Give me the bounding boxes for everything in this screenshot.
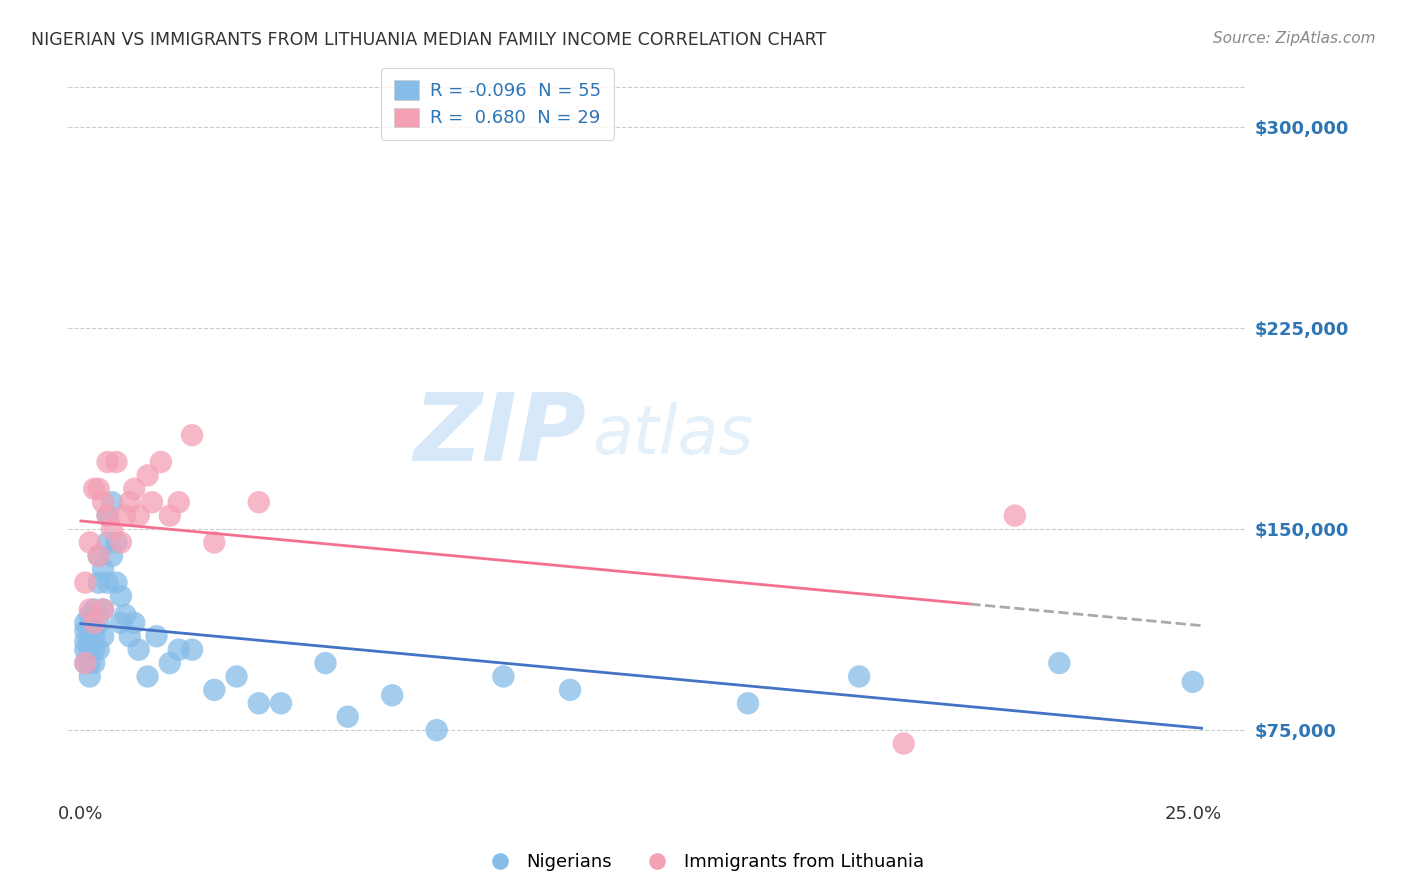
- Point: [91, 562, 114, 576]
- Point: [79, 624, 101, 638]
- Point: [141, 495, 163, 509]
- Point: [79, 607, 101, 622]
- Point: [181, 428, 204, 442]
- Point: [118, 629, 141, 643]
- Point: [105, 575, 128, 590]
- Point: [145, 629, 167, 643]
- Point: [91, 495, 114, 509]
- Point: [83, 602, 105, 616]
- Point: [97, 575, 120, 590]
- Point: [247, 696, 270, 710]
- Point: [75, 656, 97, 670]
- Legend: R = -0.096  N = 55, R =  0.680  N = 29: R = -0.096 N = 55, R = 0.680 N = 29: [381, 68, 614, 140]
- Point: [202, 535, 225, 549]
- Point: [79, 535, 101, 549]
- Point: [114, 607, 136, 622]
- Point: [128, 642, 150, 657]
- Point: [83, 656, 105, 670]
- Point: [79, 642, 101, 657]
- Point: [167, 642, 190, 657]
- Point: [79, 669, 101, 683]
- Point: [202, 682, 225, 697]
- Point: [893, 737, 915, 751]
- Point: [87, 615, 110, 630]
- Text: Source: ZipAtlas.com: Source: ZipAtlas.com: [1212, 31, 1375, 46]
- Point: [101, 522, 124, 536]
- Point: [737, 696, 759, 710]
- Text: NIGERIAN VS IMMIGRANTS FROM LITHUANIA MEDIAN FAMILY INCOME CORRELATION CHART: NIGERIAN VS IMMIGRANTS FROM LITHUANIA ME…: [31, 31, 827, 49]
- Point: [75, 615, 97, 630]
- Point: [149, 455, 172, 469]
- Point: [75, 634, 97, 648]
- Point: [101, 495, 124, 509]
- Point: [105, 455, 128, 469]
- Point: [122, 615, 145, 630]
- Point: [97, 535, 120, 549]
- Point: [167, 495, 190, 509]
- Point: [83, 482, 105, 496]
- Point: [91, 602, 114, 616]
- Point: [87, 482, 110, 496]
- Text: ZIP: ZIP: [413, 389, 586, 481]
- Point: [105, 535, 128, 549]
- Point: [87, 575, 110, 590]
- Point: [87, 549, 110, 563]
- Point: [87, 549, 110, 563]
- Point: [426, 723, 449, 738]
- Point: [314, 656, 336, 670]
- Point: [97, 508, 120, 523]
- Point: [79, 634, 101, 648]
- Point: [91, 629, 114, 643]
- Point: [181, 642, 204, 657]
- Point: [87, 642, 110, 657]
- Point: [83, 615, 105, 630]
- Point: [136, 669, 159, 683]
- Point: [225, 669, 247, 683]
- Point: [492, 669, 515, 683]
- Point: [75, 575, 97, 590]
- Point: [558, 682, 581, 697]
- Point: [336, 709, 359, 723]
- Point: [136, 468, 159, 483]
- Point: [83, 615, 105, 630]
- Point: [110, 589, 132, 603]
- Point: [110, 535, 132, 549]
- Point: [110, 615, 132, 630]
- Point: [75, 624, 97, 638]
- Point: [159, 508, 181, 523]
- Point: [101, 549, 124, 563]
- Legend: Nigerians, Immigrants from Lithuania: Nigerians, Immigrants from Lithuania: [474, 847, 932, 879]
- Point: [97, 455, 120, 469]
- Point: [1004, 508, 1026, 523]
- Point: [128, 508, 150, 523]
- Point: [1181, 674, 1204, 689]
- Point: [381, 688, 404, 702]
- Text: atlas: atlas: [592, 402, 754, 468]
- Point: [75, 656, 97, 670]
- Point: [83, 642, 105, 657]
- Point: [91, 602, 114, 616]
- Point: [159, 656, 181, 670]
- Point: [247, 495, 270, 509]
- Point: [270, 696, 292, 710]
- Point: [122, 482, 145, 496]
- Point: [848, 669, 870, 683]
- Point: [118, 495, 141, 509]
- Point: [79, 602, 101, 616]
- Point: [114, 508, 136, 523]
- Point: [79, 656, 101, 670]
- Point: [1047, 656, 1070, 670]
- Point: [83, 629, 105, 643]
- Point: [75, 642, 97, 657]
- Point: [97, 508, 120, 523]
